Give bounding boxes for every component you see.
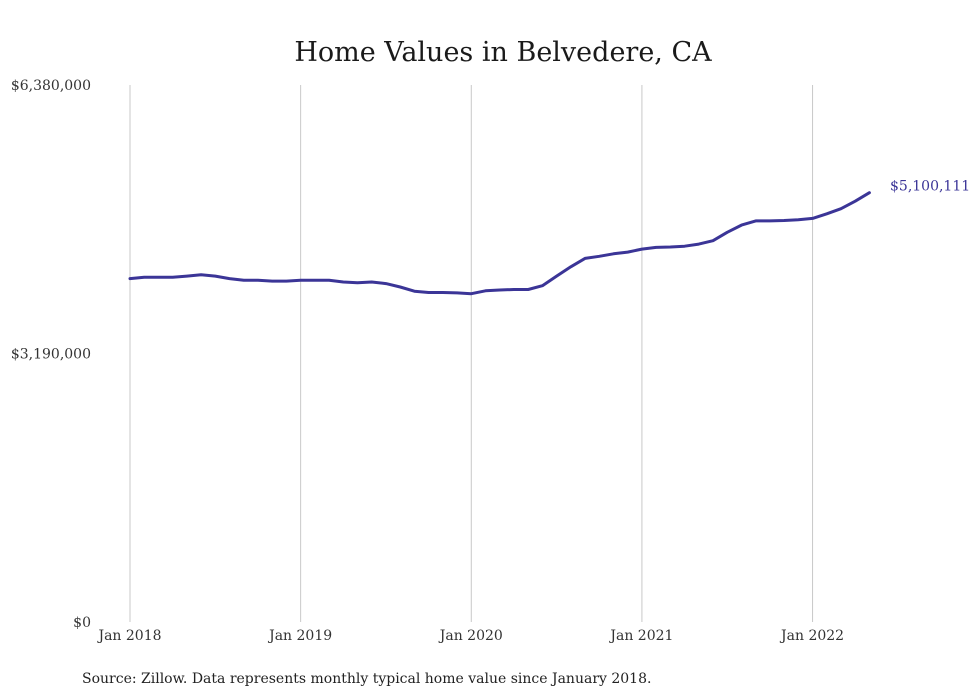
series-line: [128, 191, 871, 296]
y-tick-label: $3,190,000: [11, 347, 91, 363]
x-tick-label: Jan 2021: [608, 628, 673, 644]
chart-title: Home Values in Belvedere, CA: [294, 37, 712, 68]
y-axis-ticks: $0 $3,190,000 $6,380,000: [11, 78, 91, 631]
x-tick-label: Jan 2019: [267, 628, 332, 644]
source-note: Source: Zillow. Data represents monthly …: [82, 671, 651, 687]
x-tick-label: Jan 2022: [779, 628, 844, 644]
x-tick-label: Jan 2018: [96, 628, 161, 644]
x-axis-ticks: Jan 2018 Jan 2019 Jan 2020 Jan 2021 Jan 2022: [96, 628, 844, 644]
y-tick-label: $6,380,000: [11, 78, 91, 94]
y-tick-label: $0: [73, 615, 91, 631]
x-tick-label: Jan 2020: [438, 628, 503, 644]
vertical-gridlines: [129, 85, 814, 622]
end-value-label: $5,100,111: [890, 179, 970, 195]
